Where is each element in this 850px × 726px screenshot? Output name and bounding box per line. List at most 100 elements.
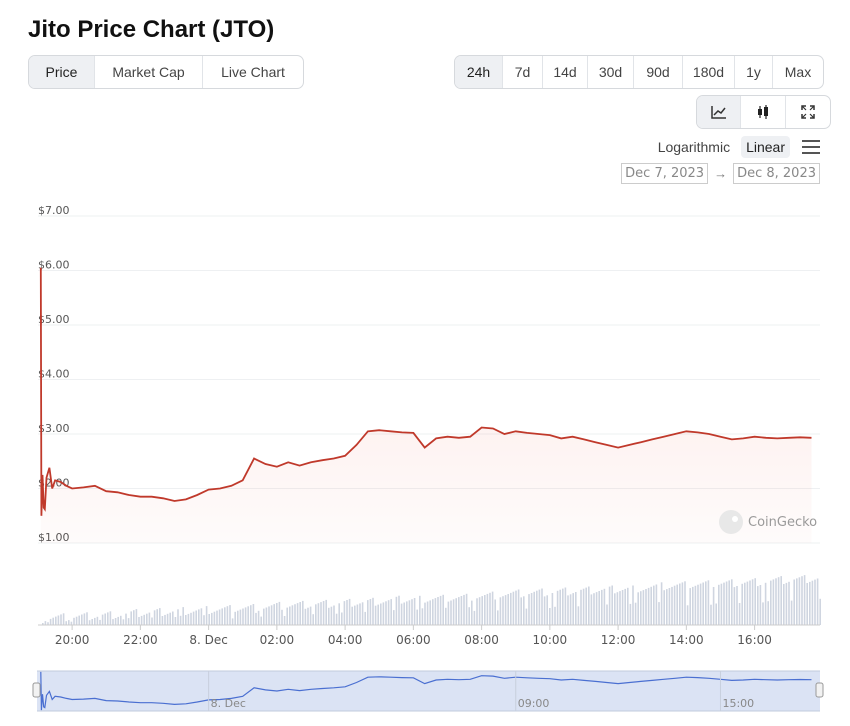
volume-bar: [723, 582, 725, 625]
volume-bar: [603, 588, 606, 625]
volume-bar: [780, 576, 782, 625]
volume-bar: [411, 599, 413, 625]
volume-bar: [465, 593, 468, 625]
volume-bar: [135, 609, 138, 625]
volume-bar: [809, 581, 811, 625]
tab-market-cap[interactable]: Market Cap: [95, 56, 203, 88]
volume-bar: [767, 601, 769, 625]
volume-bar: [666, 589, 668, 625]
volume-bar: [489, 592, 491, 625]
volume-bar: [473, 610, 476, 625]
candlestick-button[interactable]: [741, 96, 786, 128]
volume-bar: [660, 582, 663, 625]
volume-bars: [38, 575, 821, 626]
range-max-button[interactable]: Max: [784, 64, 812, 80]
range-180d-button[interactable]: 180d: [683, 56, 735, 88]
range-90d-button[interactable]: 90d: [634, 56, 683, 88]
volume-bar: [504, 595, 507, 625]
volume-bar: [585, 587, 587, 625]
volume-bar: [694, 585, 697, 625]
line-chart-icon: [710, 106, 726, 119]
volume-bar: [146, 613, 148, 625]
volume-bar: [312, 614, 314, 625]
volume-bar: [445, 607, 447, 625]
hamburger-menu-icon[interactable]: [802, 140, 820, 154]
volume-bar: [242, 608, 244, 625]
volume-bar: [403, 602, 405, 625]
volume-bar: [387, 600, 390, 625]
logarithmic-option[interactable]: Logarithmic: [657, 139, 731, 155]
line-chart-button[interactable]: [697, 96, 741, 128]
volume-bar: [156, 609, 158, 625]
volume-bar: [304, 608, 307, 625]
volume-bar: [517, 589, 520, 625]
volume-bar: [663, 590, 665, 625]
volume-bar: [575, 592, 577, 625]
navigator-handle-left[interactable]: [32, 682, 41, 698]
volume-bar: [309, 606, 312, 625]
volume-bar: [463, 594, 465, 625]
volume-bar: [351, 606, 353, 625]
volume-bar: [762, 602, 764, 625]
volume-bar: [577, 606, 580, 625]
time-range-tabs: 24h 7d 14d 30d 90d 180d 1y Max: [454, 55, 824, 89]
volume-bar: [520, 597, 522, 625]
volume-bar: [255, 612, 257, 625]
volume-bar: [231, 618, 234, 625]
volume-bar: [507, 594, 509, 625]
volume-bar: [286, 607, 288, 625]
volume-bar: [601, 589, 603, 625]
volume-bar: [177, 609, 179, 625]
y-tick-label: $5.00: [38, 313, 70, 326]
volume-bar: [359, 603, 361, 625]
linear-option[interactable]: Linear: [741, 136, 790, 158]
volume-bar: [179, 615, 182, 625]
range-7d-button[interactable]: 7d: [503, 56, 543, 88]
volume-bar: [447, 601, 450, 625]
volume-bar: [564, 587, 567, 625]
volume-bar: [528, 594, 530, 625]
volume-bar: [372, 597, 374, 625]
volume-bar: [556, 590, 559, 625]
range-14d-button[interactable]: 14d: [543, 56, 588, 88]
volume-bar: [348, 598, 351, 625]
volume-bar: [497, 610, 499, 625]
volume-bar: [221, 608, 223, 625]
volume-bar: [640, 591, 642, 625]
tab-price[interactable]: Price: [29, 56, 95, 88]
volume-bar: [138, 617, 140, 625]
navigator-handle-right[interactable]: [815, 682, 824, 698]
volume-bar: [421, 608, 424, 625]
range-1y-button[interactable]: 1y: [735, 56, 773, 88]
volume-bar: [562, 588, 564, 625]
volume-bar: [260, 616, 262, 625]
date-to-input[interactable]: Dec 8, 2023: [733, 163, 820, 184]
volume-bar: [398, 595, 400, 625]
volume-bar: [437, 597, 439, 625]
y-axis: $1.00 $2.00 $3.00 $4.00 $5.00 $6.00 $7.00: [38, 204, 70, 544]
volume-bar: [125, 613, 127, 625]
volume-bar: [777, 577, 780, 625]
date-from-input[interactable]: Dec 7, 2023: [621, 163, 709, 184]
volume-bar: [712, 587, 715, 625]
volume-bar: [582, 588, 585, 625]
volume-bar: [244, 607, 247, 625]
range-30d-button[interactable]: 30d: [588, 56, 634, 88]
volume-bar: [551, 593, 554, 625]
volume-bar: [143, 614, 145, 625]
volume-bar: [476, 598, 478, 625]
volume-bar: [213, 611, 216, 625]
tab-live-chart[interactable]: Live Chart: [221, 64, 285, 80]
volume-bar: [148, 612, 151, 625]
volume-bar: [49, 618, 52, 625]
price-line: [39, 267, 812, 516]
volume-bar: [234, 611, 236, 625]
volume-bar: [499, 597, 502, 625]
volume-bar: [140, 615, 143, 625]
volume-bar: [434, 598, 437, 625]
range-24h-button[interactable]: 24h: [455, 56, 503, 88]
volume-bar: [226, 606, 229, 625]
volume-bar: [107, 612, 109, 625]
fullscreen-icon: [801, 105, 815, 119]
fullscreen-button[interactable]: [786, 96, 830, 128]
